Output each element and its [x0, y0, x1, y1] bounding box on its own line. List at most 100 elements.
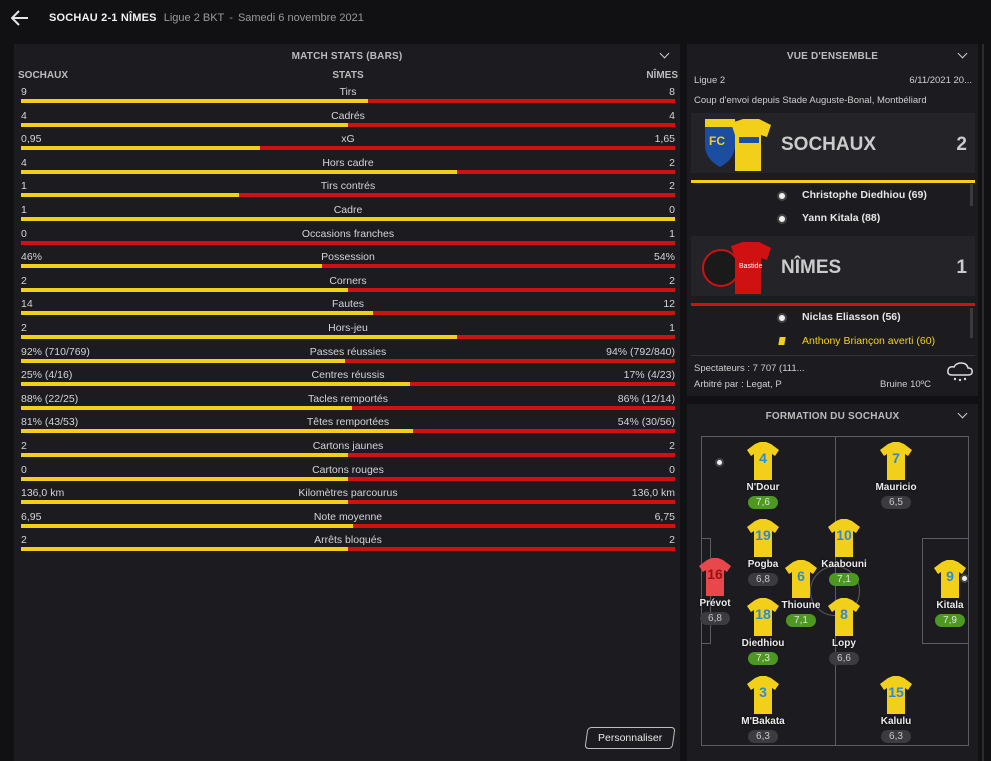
player-1[interactable]: 4 N'Dour 7,6	[733, 442, 793, 522]
rain-cloud-icon	[947, 362, 973, 382]
goal-event: Niclas Eliasson (56)	[802, 311, 901, 323]
chevron-down-icon[interactable]	[957, 48, 968, 59]
date-separator: -	[229, 12, 233, 24]
stat-bar	[21, 382, 675, 387]
shirt-number: 3	[759, 684, 767, 700]
formation-title: FORMATION DU SOCHAUX	[765, 410, 900, 422]
stat-bar	[21, 193, 675, 198]
away-stat-value: 2	[669, 440, 675, 452]
ball-icon	[777, 214, 787, 224]
referee-info: Arbitré par : Legat, P	[694, 379, 782, 390]
stat-bar	[21, 523, 675, 528]
home-share-fill	[21, 523, 353, 528]
player-name: N'Dour	[746, 482, 780, 493]
ball-icon	[715, 458, 724, 467]
stat-bar	[21, 240, 675, 245]
away-stat-value: 0	[669, 463, 675, 476]
customize-button[interactable]: Personnaliser	[584, 727, 676, 749]
stats-title: MATCH STATS (BARS)	[291, 50, 403, 62]
player-3[interactable]: 19 Pogba 6,8	[733, 519, 793, 599]
stat-bar	[21, 335, 675, 339]
home-share-fill	[21, 335, 457, 339]
back-button[interactable]	[0, 0, 40, 36]
competition-label[interactable]: Ligue 2 BKT	[163, 12, 225, 24]
home-stat-value: 9	[21, 86, 27, 98]
events-scrollbar[interactable]	[970, 308, 973, 338]
ball-icon	[960, 574, 969, 583]
stats-section-header[interactable]: MATCH STATS (BARS)	[14, 44, 680, 68]
away-stat-value: 12	[663, 298, 675, 311]
player-6[interactable]: 9 Kitala 7,9	[920, 560, 980, 640]
panel-scrollbar[interactable]	[982, 44, 984, 761]
player-name: Prévot	[699, 598, 731, 609]
player-rating: 7,1	[786, 614, 816, 627]
home-share-fill	[21, 453, 348, 457]
kickoff-info: Coup d'envoi depuis Stade Auguste-Bonal,…	[694, 95, 927, 106]
stat-bar	[21, 169, 675, 174]
stat-row: Possession 46% 54%	[21, 249, 675, 272]
stat-row: Note moyenne 6,95 6,75	[21, 509, 675, 532]
player-7[interactable]: 18 Diedhiou 7,3	[733, 598, 793, 678]
divider	[691, 355, 975, 356]
shirt-icon	[699, 558, 731, 596]
stat-bar	[21, 405, 675, 410]
away-stat-value: 0	[669, 204, 675, 216]
stat-bar	[21, 217, 675, 221]
player-10[interactable]: 15 Kalulu 6,3	[866, 676, 926, 756]
home-share-fill	[21, 382, 410, 387]
player-name: Kitala	[936, 600, 964, 611]
home-share-fill	[21, 169, 457, 174]
player-5[interactable]: 6 Thioune 7,1	[771, 560, 831, 640]
home-stat-value: 1	[21, 180, 27, 193]
ball-icon	[777, 313, 787, 323]
player-9[interactable]: 3 M'Bakata 6,3	[733, 676, 793, 756]
home-stat-value: 2	[21, 440, 27, 452]
sochaux-kit-icon: FC	[705, 119, 771, 171]
home-stat-value: 92% (710/769)	[21, 345, 90, 358]
top-bar: SOCHAU 2-1 NÎMES Ligue 2 BKT - Samedi 6 …	[0, 0, 991, 36]
stat-label: Occasions franches	[301, 227, 395, 240]
player-rating: 7,6	[748, 496, 778, 509]
away-stat-value: 8	[669, 86, 675, 98]
booking-event: Anthony Briançon averti (60)	[802, 335, 936, 347]
home-share-fill	[21, 429, 413, 434]
player-name: Mauricio	[875, 482, 917, 493]
shirt-icon	[828, 598, 860, 636]
stat-row: Tirs 9 8	[21, 84, 675, 107]
ball-icon	[777, 191, 787, 201]
shirt-icon	[747, 676, 779, 714]
formation-section-header[interactable]: FORMATION DU SOCHAUX	[687, 404, 978, 428]
stat-label: Tacles remportés	[308, 392, 388, 405]
player-rating: 6,8	[700, 612, 730, 625]
shirt-icon	[880, 676, 912, 714]
stat-label: Possession	[321, 251, 375, 264]
player-0[interactable]: 16 Prévot 6,8	[685, 558, 745, 638]
away-stat-value: 54%	[653, 251, 675, 264]
shirt-icon	[828, 519, 860, 557]
stat-row: Cartons rouges 0 0	[21, 462, 675, 485]
overview-section-header[interactable]: VUE D'ENSEMBLE	[687, 44, 978, 68]
nimes-kit-icon: Bastide	[702, 242, 771, 294]
arrow-left-icon	[11, 10, 28, 26]
away-stat-value: 94% (792/840)	[606, 345, 675, 358]
stat-row: Cadre 1 0	[21, 202, 675, 225]
away-team-row[interactable]: Bastide NÎMES 1	[691, 236, 975, 296]
player-8[interactable]: 8 Lopy 6,6	[814, 598, 874, 678]
overview-panel: VUE D'ENSEMBLE Ligue 2 6/11/2021 20... C…	[687, 44, 978, 761]
chevron-down-icon[interactable]	[659, 48, 670, 59]
away-stat-value: 4	[669, 109, 675, 122]
shirt-number: 16	[707, 566, 723, 582]
chevron-down-icon[interactable]	[957, 408, 968, 419]
home-share-fill	[21, 193, 239, 198]
stat-label: Hors cadre	[322, 156, 374, 169]
stat-bar	[21, 122, 675, 127]
events-scrollbar[interactable]	[970, 184, 973, 206]
stat-row: Arrêts bloqués 2 2	[21, 532, 675, 555]
home-share-fill	[21, 287, 348, 292]
player-2[interactable]: 7 Mauricio 6,5	[866, 442, 926, 522]
player-4[interactable]: 10 Kaabouni 7,1	[814, 519, 874, 599]
home-team-row[interactable]: FC SOCHAUX 2	[691, 113, 975, 173]
player-name: Thioune	[781, 600, 821, 611]
shirt-icon	[785, 560, 817, 598]
stat-label: Centres réussis	[311, 369, 385, 382]
